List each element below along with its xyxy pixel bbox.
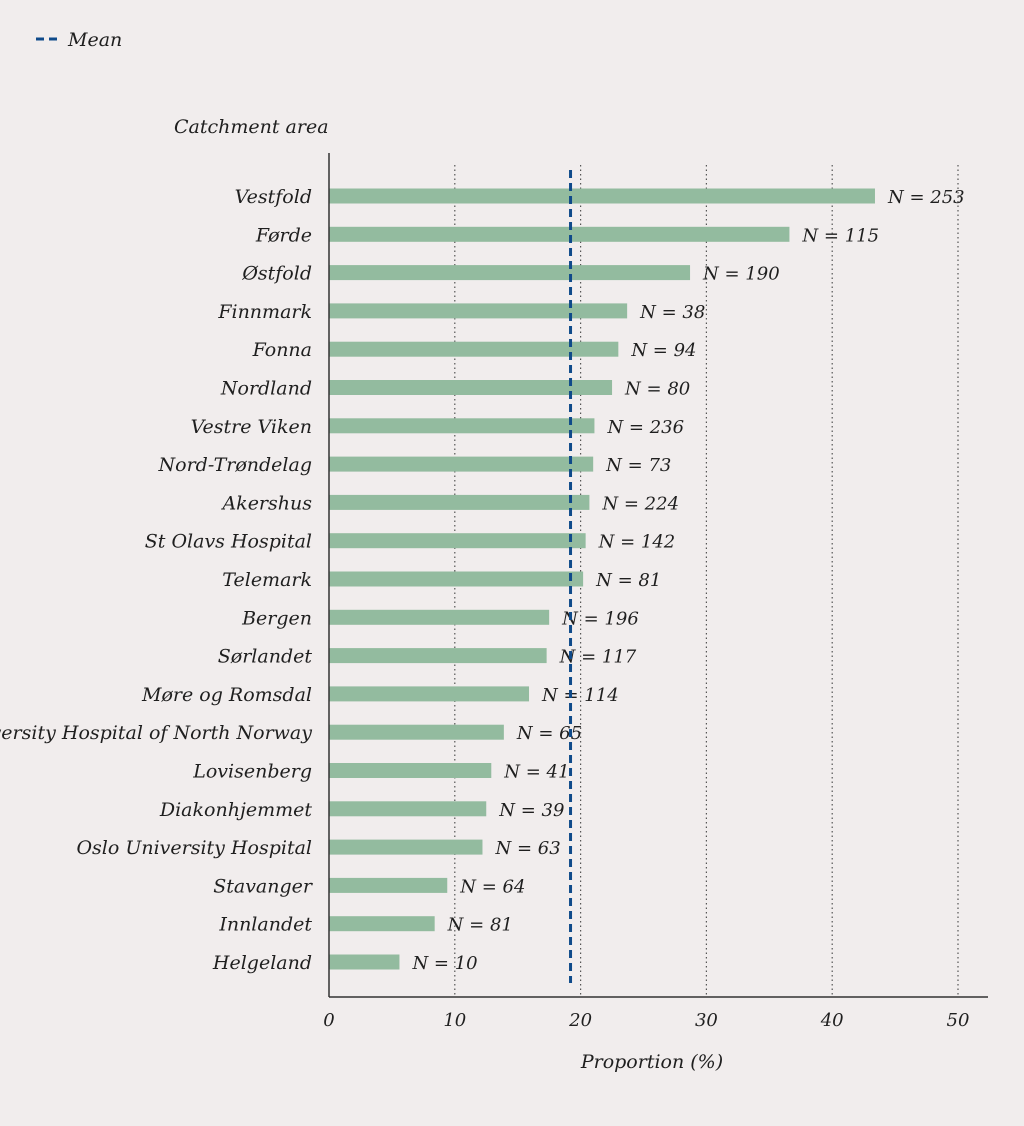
- bar-8: [329, 494, 590, 510]
- category-label-12: Sørlandet: [218, 646, 313, 668]
- category-label-5: Nordland: [220, 378, 312, 400]
- axes: [328, 153, 988, 998]
- category-label-13: Møre og Romsdal: [141, 684, 312, 706]
- x-axis-title: Proportion (%): [580, 1051, 723, 1073]
- category-label-6: Vestre Viken: [191, 416, 312, 438]
- bar-7: [329, 456, 594, 472]
- bar-20: [329, 954, 400, 970]
- n-label-7: N = 73: [605, 455, 671, 476]
- bar-4: [329, 341, 619, 357]
- category-label-3: Finnmark: [217, 301, 312, 323]
- n-label-0: N = 253: [887, 187, 965, 208]
- x-tick-40: 40: [820, 1010, 844, 1031]
- category-label-18: Stavanger: [213, 875, 314, 897]
- n-label-9: N = 142: [598, 532, 676, 553]
- category-label-7: Nord-Trøndelag: [158, 454, 312, 476]
- x-tick-30: 30: [695, 1010, 718, 1031]
- n-label-12: N = 117: [559, 647, 637, 668]
- bar-9: [329, 533, 586, 549]
- n-label-5: N = 80: [624, 379, 690, 400]
- bar-15: [329, 763, 492, 778]
- n-label-17: N = 63: [494, 838, 560, 859]
- x-tick-50: 50: [947, 1010, 970, 1031]
- category-label-11: Bergen: [241, 607, 312, 629]
- n-label-18: N = 64: [459, 876, 525, 897]
- category-label-14: University Hospital of North Norway: [0, 722, 312, 744]
- n-label-20: N = 10: [411, 953, 477, 974]
- n-label-19: N = 81: [447, 915, 513, 936]
- bar-6: [329, 418, 595, 434]
- x-tick-labels: 0 10 20 30 40 50: [323, 1010, 969, 1031]
- bar-11: [329, 609, 550, 625]
- category-label-4: Fonna: [252, 339, 312, 361]
- legend: Mean: [36, 29, 122, 51]
- bar-13: [329, 686, 530, 702]
- bar-10: [329, 571, 584, 587]
- n-label-11: N = 196: [561, 608, 639, 629]
- n-label-14: N = 65: [516, 723, 582, 744]
- n-label-2: N = 190: [702, 264, 780, 285]
- category-label-17: Oslo University Hospital: [76, 837, 312, 859]
- n-label-4: N = 94: [630, 340, 696, 361]
- category-label-2: Østfold: [241, 263, 312, 285]
- bar-19: [329, 916, 435, 932]
- category-label-10: Telemark: [222, 569, 312, 591]
- bar-17: [329, 839, 483, 855]
- n-label-6: N = 236: [606, 417, 684, 438]
- legend-mean-label: Mean: [67, 29, 122, 51]
- n-labels: N = 253 N = 115 N = 190 N = 38 N = 94 N = 80 N…: [411, 187, 964, 974]
- x-tick-20: 20: [568, 1010, 592, 1031]
- n-label-3: N = 38: [639, 302, 705, 323]
- bar-0: [329, 188, 875, 204]
- n-label-10: N = 81: [595, 570, 661, 591]
- n-label-16: N = 39: [498, 800, 564, 821]
- category-label-9: St Olavs Hospital: [145, 531, 312, 553]
- y-axis-title: Catchment area: [174, 116, 329, 138]
- x-tick-0: 0: [323, 1010, 334, 1031]
- bar-5: [329, 380, 613, 395]
- category-label-15: Lovisenberg: [192, 761, 312, 783]
- category-label-16: Diakonhjemmet: [159, 799, 312, 821]
- bar-16: [329, 801, 487, 817]
- bar-1: [329, 226, 790, 242]
- n-label-15: N = 41: [503, 762, 569, 783]
- category-label-19: Innlandet: [218, 914, 312, 936]
- bar-12: [329, 648, 547, 664]
- bar-14: [329, 724, 504, 740]
- grid-lines: [454, 165, 959, 997]
- category-label-1: Førde: [255, 224, 312, 246]
- category-label-8: Akershus: [220, 492, 312, 514]
- n-label-8: N = 224: [601, 493, 679, 514]
- bar-2: [329, 265, 691, 281]
- category-label-0: Vestfold: [235, 186, 312, 208]
- bar-18: [329, 877, 448, 893]
- n-label-13: N = 114: [541, 685, 619, 706]
- category-labels: Vestfold Førde Østfold Finnmark Fonna Nordlan…: [0, 186, 314, 974]
- n-label-1: N = 115: [801, 225, 879, 246]
- x-tick-10: 10: [443, 1010, 466, 1031]
- bars: [329, 188, 875, 970]
- bar-3: [329, 303, 628, 319]
- category-label-20: Helgeland: [212, 952, 312, 974]
